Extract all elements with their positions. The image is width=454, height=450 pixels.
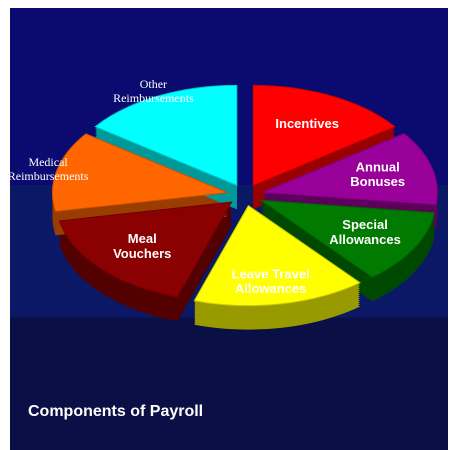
slice [94,84,238,187]
slice-label: Incentives [275,116,339,131]
slice [252,84,396,187]
slice [51,133,228,212]
slice [58,201,233,298]
slice-label: Special Allowances [329,217,401,247]
slice-label: Leave Travel Allowances [232,267,310,297]
slice-label: Meal Vouchers [113,231,171,261]
slice-label: Medical Reimbursements [8,155,89,183]
chart-title: Components of Payroll [28,403,203,420]
slice-label: Annual Bonuses [350,160,405,190]
slice [258,199,436,278]
slice [262,132,438,206]
slice-label: Other Reimbursements [113,77,194,105]
slice [193,204,361,307]
